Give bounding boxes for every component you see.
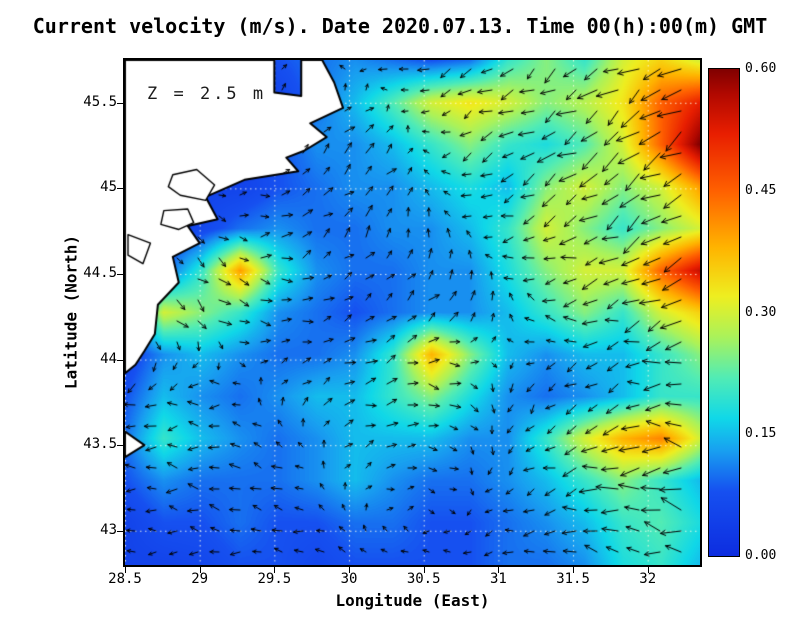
x-tick-mark [274,567,276,573]
colorbar-tick-label: 0.60 [745,61,777,76]
depth-annotation: Z = 2.5 m [147,84,267,104]
x-tick-label: 30 [340,571,358,587]
map-canvas [125,60,700,565]
y-tick-mark [117,102,123,104]
x-tick-mark [423,567,425,573]
y-tick-mark [117,445,123,447]
x-tick-label: 31 [489,571,507,587]
y-tick-label: 43 [100,521,117,538]
plot-title: Current velocity (m/s). Date 2020.07.13.… [32,14,768,38]
colorbar-tick-label: 0.45 [745,182,777,198]
x-tick-label: 29.5 [257,571,292,587]
colorbar-tick-label: 0.00 [745,548,777,563]
x-tick-label: 31.5 [556,571,590,587]
x-tick-mark [498,567,500,573]
y-tick-label: 43.5 [83,436,117,453]
y-axis-label: Latitude (North) [61,234,81,390]
y-tick-label: 44 [100,350,117,367]
y-tick-label: 45 [100,179,117,196]
x-tick-label: 32 [639,571,657,587]
x-tick-label: 30.5 [406,571,441,587]
x-tick-label: 28.5 [108,571,142,587]
x-axis-label: Longitude (East) [335,591,490,610]
colorbar-tick-label: 0.30 [745,304,777,320]
x-tick-mark [349,567,351,573]
colorbar-tick-label: 0.15 [745,426,777,442]
x-tick-mark [647,567,649,573]
x-tick-mark [125,567,126,573]
y-tick-label: 45.5 [83,93,117,110]
y-tick-mark [117,530,123,532]
y-tick-label: 44.5 [83,264,117,281]
y-tick-mark [117,359,123,361]
y-tick-mark [117,273,123,275]
colorbar [708,68,740,557]
y-tick-mark [117,188,123,190]
x-tick-mark [199,567,201,573]
map-plot-area: Z = 2.5 m [123,58,702,567]
x-tick-mark [573,567,575,573]
x-tick-label: 29 [191,571,209,587]
